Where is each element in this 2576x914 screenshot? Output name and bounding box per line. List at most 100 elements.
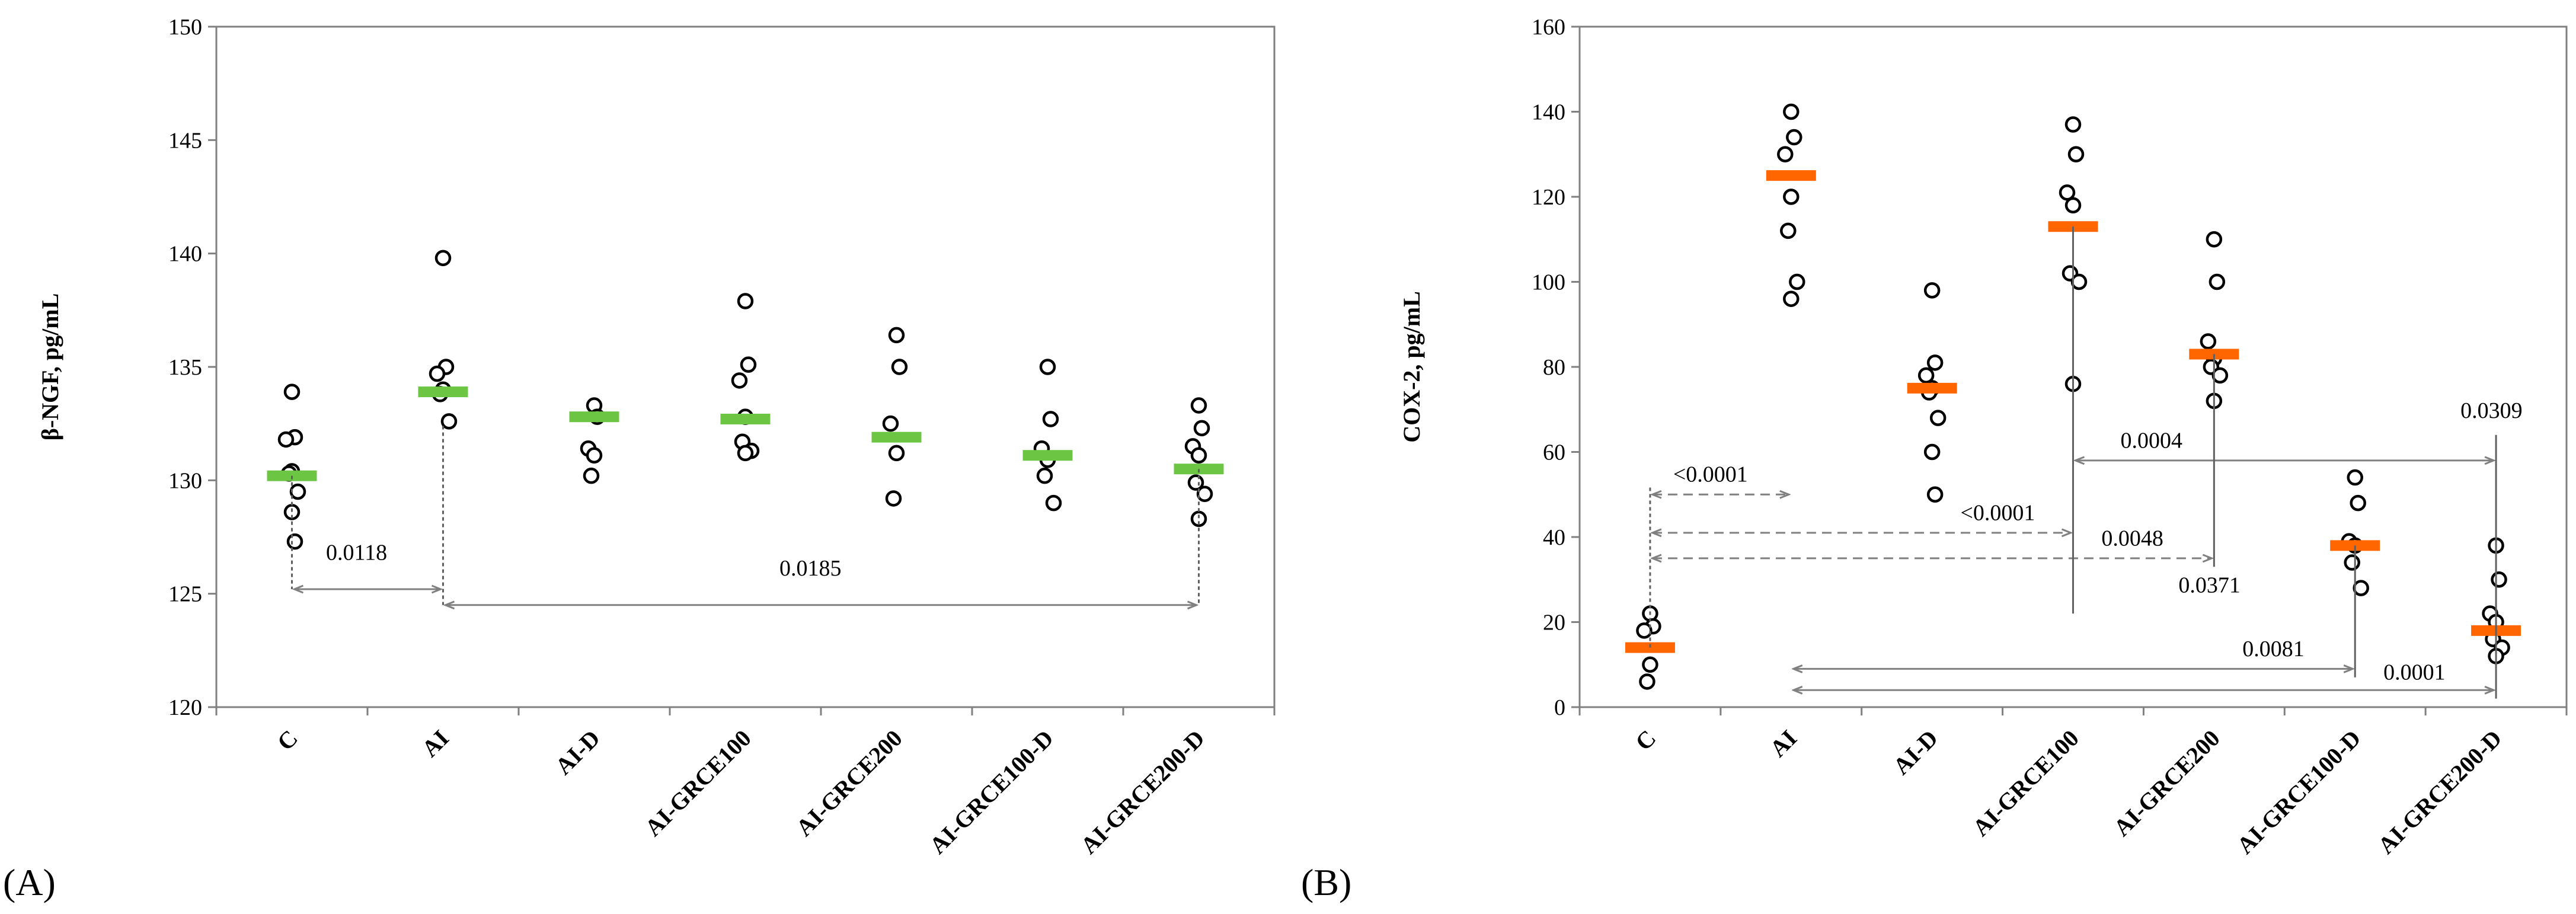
data-point	[1639, 673, 1655, 690]
y-tick-label: 140	[1532, 100, 1565, 125]
y-tick-label: 120	[1532, 185, 1565, 210]
data-point	[1783, 188, 1800, 205]
data-point	[888, 327, 905, 344]
data-point	[891, 359, 908, 375]
mean-bar	[1022, 450, 1073, 461]
data-point	[737, 293, 754, 309]
panel-label: (A)	[3, 861, 56, 903]
panel-label: (B)	[1301, 861, 1351, 903]
data-point	[2200, 333, 2217, 350]
data-point	[1923, 282, 1941, 299]
mean-bar	[1766, 170, 1816, 181]
y-tick-label: 135	[168, 355, 202, 380]
category-label: AI	[1765, 725, 1802, 762]
data-point	[2206, 231, 2223, 248]
data-point	[2211, 367, 2229, 384]
data-point	[277, 431, 295, 448]
p-value-label: 0.0309	[2460, 398, 2523, 423]
category-label: AI-GRCE200	[2108, 725, 2225, 842]
y-tick-label: 60	[1543, 440, 1565, 465]
data-point	[1917, 367, 1935, 384]
y-axis-label: β-NGF, pg/mL	[37, 293, 63, 441]
data-point	[1783, 103, 1800, 120]
y-tick-label: 125	[168, 582, 202, 607]
y-tick-label: 160	[1532, 15, 1565, 40]
category-label: AI-GRCE100-D	[924, 725, 1059, 859]
data-point	[882, 415, 899, 432]
y-tick-label: 40	[1543, 525, 1565, 550]
data-point	[2350, 494, 2366, 512]
data-point	[1190, 397, 1207, 414]
data-point	[289, 483, 306, 500]
p-value-label: 0.0001	[2383, 660, 2445, 685]
data-point	[1196, 485, 1213, 503]
data-point	[2064, 197, 2082, 214]
data-point	[434, 250, 452, 267]
y-tick-label: 80	[1543, 355, 1565, 380]
data-point	[2491, 571, 2507, 588]
data-point	[1636, 622, 1653, 639]
data-point	[1193, 420, 1210, 437]
data-point	[2209, 273, 2226, 290]
category-label: AI-D	[550, 725, 605, 780]
data-point	[583, 467, 600, 484]
data-point	[2344, 554, 2360, 571]
data-point	[1036, 467, 1053, 484]
data-point	[1923, 443, 1941, 461]
data-point	[1190, 510, 1207, 528]
data-point	[1777, 146, 1794, 162]
data-point	[1190, 447, 1207, 464]
category-label: C	[272, 725, 303, 756]
p-value-label: 0.0371	[2178, 573, 2241, 597]
category-label: AI-GRCE100-D	[2232, 725, 2366, 859]
y-tick-label: 130	[168, 468, 202, 493]
category-label: AI-GRCE200	[791, 725, 907, 842]
y-tick-label: 140	[168, 242, 202, 267]
data-point	[286, 533, 303, 550]
y-tick-label: 100	[1532, 270, 1565, 295]
category-label: AI-GRCE200-D	[1075, 725, 1210, 859]
mean-bar	[720, 414, 771, 425]
p-value-label: 0.0185	[779, 556, 842, 581]
data-point	[1783, 290, 1800, 307]
y-tick-label: 150	[168, 15, 202, 40]
category-label: AI-GRCE100	[640, 725, 756, 842]
y-tick-label: 145	[168, 128, 202, 153]
data-point	[1039, 359, 1056, 375]
data-point	[586, 447, 603, 464]
data-point	[740, 356, 757, 373]
data-point	[1929, 410, 1947, 426]
data-point	[1187, 474, 1204, 491]
data-point	[1786, 129, 1802, 146]
category-label: C	[1630, 725, 1661, 756]
p-value-label: 0.0004	[2121, 428, 2183, 453]
data-point	[737, 445, 754, 462]
data-point	[1642, 656, 1658, 673]
p-value-label: <0.0001	[1961, 500, 2035, 525]
data-point	[731, 372, 748, 389]
y-axis-label: COX-2, pg/mL	[1398, 291, 1425, 443]
p-value-label: 0.0118	[326, 540, 387, 565]
data-point	[429, 365, 446, 382]
data-point	[2059, 184, 2076, 201]
y-tick-label: 20	[1543, 611, 1565, 635]
data-point	[1045, 494, 1062, 512]
category-label: AI-GRCE200-D	[2373, 725, 2507, 859]
y-tick-label: 120	[168, 695, 202, 720]
mean-bar	[418, 386, 468, 398]
chart-panel-a: 120 125 130 135 140 145 150 C AI AI-D AI-GRCE100 AI…	[3, 15, 1276, 903]
p-value-label: 0.0081	[2242, 637, 2305, 661]
data-point	[1926, 486, 1944, 503]
data-point	[2067, 146, 2085, 162]
data-point	[1780, 222, 1797, 239]
data-point	[2064, 116, 2082, 133]
data-point	[2070, 273, 2088, 290]
mean-bar	[871, 432, 922, 443]
data-point	[1789, 273, 1805, 290]
data-point	[283, 384, 301, 400]
data-point	[885, 490, 902, 507]
data-point	[2353, 580, 2369, 596]
category-label: AI-GRCE100	[1967, 725, 2084, 842]
